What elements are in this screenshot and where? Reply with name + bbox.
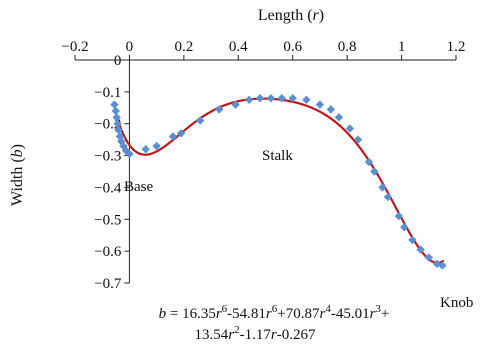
y-axis: 0 −0.1 −0.2 −0.3 −0.4 −0.5 −0.6 −0.7: [94, 53, 130, 292]
data-point: [117, 137, 126, 146]
y-tick-label: 0: [114, 53, 122, 69]
data-point: [353, 135, 363, 144]
data-point: [111, 106, 121, 116]
x-axis-title: Length (r): [258, 7, 324, 24]
x-axis: −0.2 0 0.2 0.4 0.6 0.8 1 1.2: [61, 39, 466, 61]
annotation-base: Base: [124, 179, 154, 195]
x-tick-label: 1: [398, 39, 406, 55]
data-point: [114, 125, 123, 135]
y-tick-label: −0.5: [94, 212, 121, 228]
data-point: [195, 116, 205, 125]
x-axis-title-text: Length: [258, 7, 303, 24]
data-point: [326, 105, 336, 114]
data-point: [288, 94, 297, 103]
y-tick-label: −0.1: [94, 85, 121, 101]
data-point: [141, 145, 150, 154]
data-point: [125, 149, 134, 159]
equation-line-1: b = 16.35r6-54.81r6+70.87r4-45.01r3+: [159, 303, 390, 322]
y-axis-title: Width (b): [9, 144, 26, 206]
data-point: [302, 95, 311, 105]
x-tick-label: 0.2: [174, 39, 193, 55]
data-point: [424, 253, 433, 262]
y-tick-label: −0.2: [94, 117, 121, 133]
data-point: [400, 223, 409, 232]
data-point: [266, 94, 276, 103]
data-point: [152, 141, 161, 151]
annotation-knob: Knob: [440, 295, 473, 311]
data-point: [110, 100, 119, 109]
y-tick-label: −0.7: [94, 276, 122, 292]
x-tick-label: 0.6: [283, 39, 302, 55]
data-point: [215, 105, 224, 114]
data-point: [345, 124, 355, 133]
y-tick-label: −0.4: [94, 180, 122, 196]
data-point: [394, 211, 404, 221]
data-point: [176, 129, 186, 138]
data-point: [408, 235, 417, 245]
fit-line: [114, 97, 445, 265]
y-axis-title-var: b: [9, 149, 26, 157]
data-point: [277, 94, 287, 103]
y-axis-title-text: Width: [9, 167, 26, 206]
data-point: [231, 100, 240, 109]
data-point: [112, 113, 121, 122]
data-point: [370, 167, 379, 176]
data-point: [364, 157, 374, 167]
data-point: [168, 132, 178, 141]
x-tick-label: 0.8: [338, 39, 357, 55]
scatter-series: [110, 94, 447, 270]
y-tick-label: −0.3: [94, 149, 121, 165]
data-point: [378, 183, 387, 192]
data-point: [113, 119, 122, 128]
data-point: [315, 100, 325, 109]
x-tick-label: 0: [126, 39, 134, 55]
data-point: [383, 192, 393, 202]
fit-line-series: [114, 97, 445, 265]
annotation-stalk: Stalk: [262, 148, 293, 164]
x-tick-label: 1.2: [447, 39, 466, 55]
data-point: [119, 141, 128, 151]
data-point: [334, 113, 344, 122]
data-point: [416, 245, 425, 254]
y-tick-label: −0.6: [94, 244, 122, 260]
data-point: [255, 94, 265, 103]
data-point: [438, 261, 447, 270]
equation-line-2: 13.54r2-1.17r-0.267: [195, 324, 316, 343]
data-point: [244, 95, 254, 105]
x-tick-label: 0.4: [229, 39, 248, 55]
x-axis-title-var: r: [313, 7, 320, 24]
x-tick-label: −0.2: [61, 39, 88, 55]
